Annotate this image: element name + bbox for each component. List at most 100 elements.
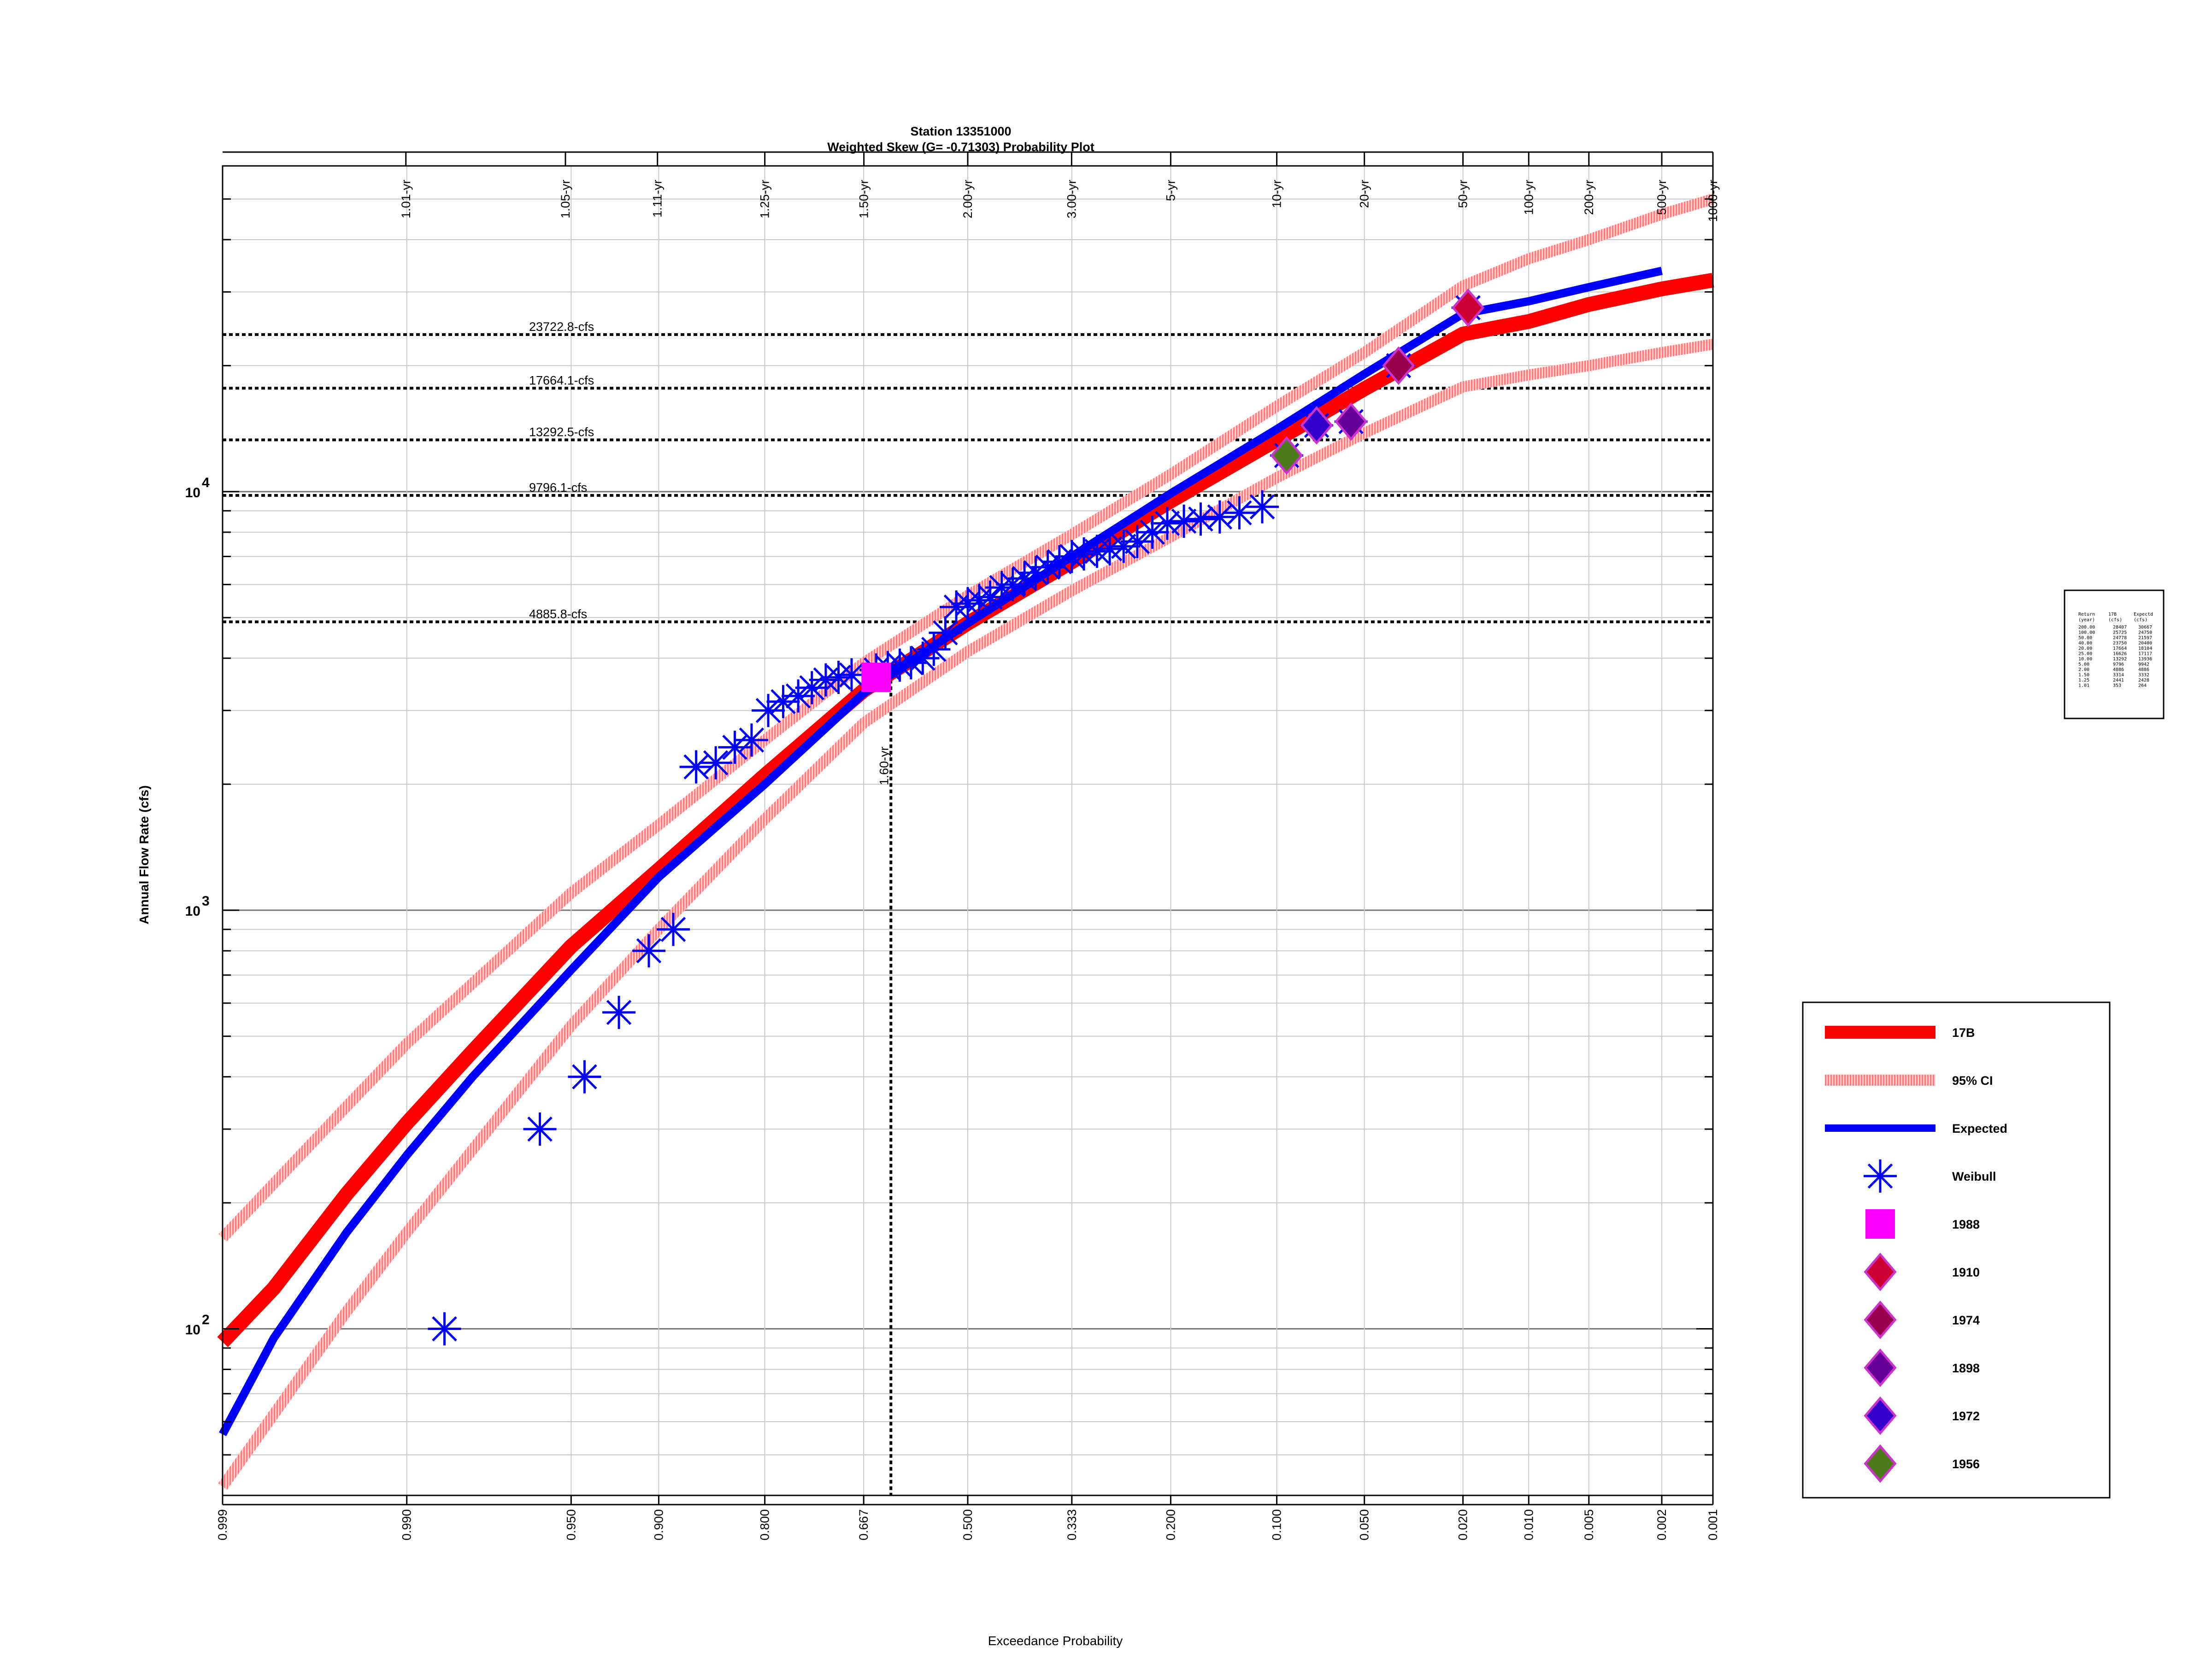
x-tick-label: 0.999 xyxy=(216,1509,229,1541)
asterisk-stroke xyxy=(1023,560,1048,586)
summary-cell: 9942 xyxy=(2138,662,2149,667)
return-period-label: 3.00-yr xyxy=(1065,180,1078,218)
summary-cell: 264 xyxy=(2138,683,2147,688)
legend-label: 1988 xyxy=(1952,1218,1980,1231)
weibull-point xyxy=(929,616,962,650)
summary-cell: 1.50 xyxy=(2078,673,2089,678)
legend-swatch-1898 xyxy=(1864,1348,1897,1387)
historic-point-1972 xyxy=(1300,406,1333,445)
x-tick-label: 0.002 xyxy=(1655,1509,1669,1541)
asterisk-stroke xyxy=(1207,504,1233,529)
confidence-band xyxy=(218,194,1715,1490)
plot-frame xyxy=(222,165,1714,1496)
historic-point-1898 xyxy=(1335,402,1368,441)
return-period-label: 1.05-yr xyxy=(559,180,572,218)
summary-cell: 17664 xyxy=(2113,646,2127,651)
summary-table: Return 17B Expectd (year) (cfs) (cfs) 200.00 28… xyxy=(2064,589,2165,719)
summary-cell: 20.00 xyxy=(2078,646,2092,651)
weibull-point xyxy=(1150,506,1184,540)
summary-cell: 9796 xyxy=(2113,662,2124,667)
legend-label: 1910 xyxy=(1952,1265,1980,1279)
weibull-point xyxy=(1203,500,1236,534)
return-period-label: 1.11-yr xyxy=(651,180,665,218)
summary-cell: 13936 xyxy=(2138,657,2152,662)
return-period-label: 100-yr xyxy=(1522,180,1535,215)
return-period-label: 50-yr xyxy=(1456,180,1470,208)
series-line-expected xyxy=(219,266,1663,1436)
y-tick-exponent: 4 xyxy=(202,475,210,490)
summary-cell: 2441 xyxy=(2113,678,2124,683)
legend-label: 1956 xyxy=(1952,1457,1980,1471)
summary-cell: 5.00 xyxy=(2078,662,2089,667)
asterisk-stroke xyxy=(660,917,686,942)
legend-swatch-1972 xyxy=(1864,1396,1897,1435)
x-tick-label: 0.005 xyxy=(1582,1509,1596,1541)
summary-cell: 2.00 xyxy=(2078,667,2089,672)
asterisk-stroke xyxy=(703,750,729,776)
asterisk-stroke xyxy=(1227,500,1252,526)
historic-point-1988 xyxy=(861,662,891,692)
weibull-point xyxy=(1223,496,1256,529)
summary-cell: 16626 xyxy=(2113,652,2127,657)
x-tick-label: 0.020 xyxy=(1456,1509,1470,1541)
x-tick-label: 0.990 xyxy=(400,1509,414,1541)
summary-header: Return xyxy=(2078,612,2095,617)
x-tick-label: 0.900 xyxy=(652,1509,665,1541)
summary-cell: 353 xyxy=(2113,683,2121,688)
asterisk-stroke xyxy=(1867,1163,1893,1189)
weibull-point xyxy=(795,671,829,705)
legend-swatch-1910 xyxy=(1864,1253,1897,1291)
return-period-label: 10-yr xyxy=(1270,180,1284,208)
weibull-point xyxy=(1246,490,1279,524)
flow-reference-label: 9796.1-cfs xyxy=(529,481,587,494)
summary-cell: 3314 xyxy=(2113,673,2124,678)
asterisk-stroke xyxy=(1124,529,1150,554)
x-axis-title: Exceedance Probability xyxy=(988,1634,1123,1648)
weibull-point xyxy=(1008,562,1041,595)
x-tick-label: 0.800 xyxy=(758,1509,772,1541)
return-period-line-label: 1.60-yr xyxy=(877,747,891,785)
weibull-point xyxy=(735,723,768,757)
asterisk-stroke xyxy=(1249,494,1275,519)
historic-point-1910 xyxy=(1452,288,1485,327)
asterisk-stroke xyxy=(527,1116,553,1142)
x-tick-label: 0.200 xyxy=(1164,1509,1177,1541)
ci-lower-line xyxy=(218,339,1714,1490)
legend: 17B 95% CI Expected Weibull 1988 1910 1974 1898… xyxy=(1802,1001,2111,1499)
return-period-label: 2.00-yr xyxy=(961,180,975,218)
weibull-point xyxy=(1184,502,1218,536)
weibull-point xyxy=(1042,545,1076,578)
weibull-point xyxy=(568,1060,601,1094)
x-tick-label: 0.667 xyxy=(857,1509,871,1541)
legend-swatch-1988 xyxy=(1865,1209,1895,1239)
return-period-label: 200-yr xyxy=(1582,180,1596,215)
ci-upper-line xyxy=(218,194,1715,1242)
summary-cell: 1.01 xyxy=(2078,683,2089,688)
summary-cell: 2428 xyxy=(2138,678,2149,683)
y-tick-exponent: 3 xyxy=(202,894,210,909)
weibull-point xyxy=(523,1112,557,1146)
weibull-point xyxy=(679,750,713,784)
observed-markers xyxy=(428,288,1485,1346)
return-period-label: 500-yr xyxy=(1655,180,1669,215)
summary-cell: 4886 xyxy=(2138,667,2149,672)
return-period-label: 5-yr xyxy=(1164,180,1177,201)
legend-swatch-1974 xyxy=(1864,1300,1897,1339)
summary-cell: 18104 xyxy=(2138,646,2152,651)
weibull-point xyxy=(428,1312,461,1346)
summary-unit: (cfs) xyxy=(2108,618,2122,623)
axes: 0.999 0.990 0.950 0.900 0.800 0.667 0.500 0.333… xyxy=(185,151,1720,1541)
x-tick-label: 0.500 xyxy=(961,1509,975,1541)
weibull-point xyxy=(699,746,733,780)
weibull-point xyxy=(996,568,1030,601)
chart-title: Station 13351000 xyxy=(910,124,1011,138)
weibull-point xyxy=(1055,540,1088,573)
summary-cell: 24778 xyxy=(2113,635,2127,641)
asterisk-stroke xyxy=(1047,549,1072,575)
weibull-point xyxy=(632,934,665,968)
return-period-label: 1.25-yr xyxy=(758,180,772,218)
summary-header: Expectd xyxy=(2134,612,2153,617)
summary-cell: 25.00 xyxy=(2078,652,2092,657)
summary-cell: 100.00 xyxy=(2078,630,2095,635)
